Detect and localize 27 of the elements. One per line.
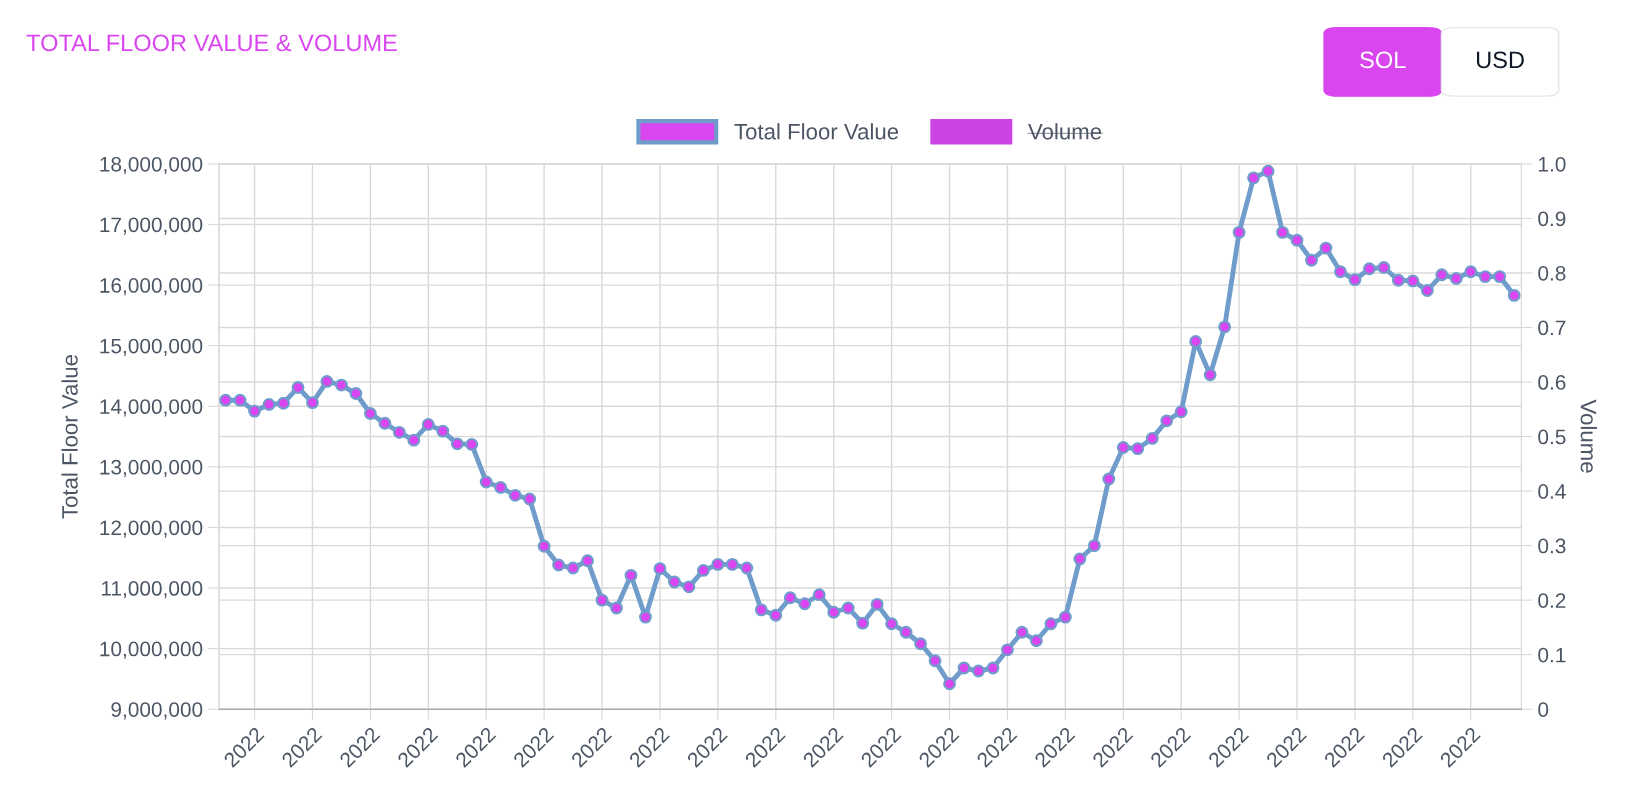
y2-tick-label: 0.1: [1538, 647, 1566, 663]
y-tick-label: 13,000,000: [100, 459, 203, 478]
y2-axis-title: Volume: [1580, 399, 1597, 473]
y2-tick-label: 1.0: [1539, 156, 1566, 172]
y2-tick-label: 0.2: [1538, 593, 1566, 608]
text: USD: [1476, 51, 1524, 69]
y2-tick-label: 0.7: [1538, 320, 1566, 336]
y-tick-label: 12,000,000: [100, 520, 203, 538]
y-tick-label: 18,000,000: [100, 156, 203, 175]
y2-tick-label: 0.4: [1538, 484, 1566, 499]
y2-tick-label: 0.6: [1538, 375, 1566, 390]
y-tick-label: 14,000,000: [100, 399, 203, 417]
y-tick-label: 10,000,000: [100, 641, 203, 659]
legend-label: Total Floor Value: [734, 123, 899, 140]
y-tick-label: 17,000,000: [100, 217, 203, 235]
y2-tick-label: 0.3: [1538, 538, 1566, 554]
y-tick-label: 9,000,000: [111, 702, 203, 720]
y-tick-label: 15,000,000: [100, 338, 203, 356]
chart-title: TOTAL FLOOR VALUE & VOLUME: [26, 34, 397, 52]
y-tick-label: 16,000,000: [100, 278, 203, 296]
y2-tick-label: 0.8: [1538, 265, 1566, 281]
y2-tick-label: 0.5: [1538, 429, 1566, 445]
y2-tick-label: 0: [1538, 702, 1549, 717]
y2-tick-label: 0.9: [1538, 211, 1566, 227]
text: SOL: [1360, 51, 1406, 69]
y-tick-label: 11,000,000: [101, 581, 203, 599]
y-axis-title: Total Floor Value: [61, 354, 78, 519]
